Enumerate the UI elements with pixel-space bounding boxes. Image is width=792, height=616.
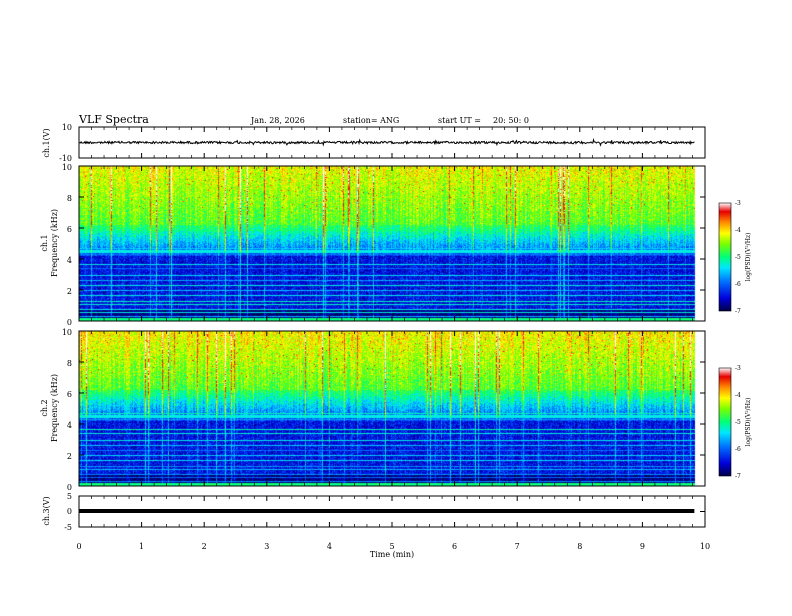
ch2-cb-tick-4: -4 — [735, 392, 741, 399]
ch2-spec-ytick-4: 4 — [67, 421, 72, 430]
figure-title: VLF Spectra — [78, 113, 149, 126]
ch1-waveform-xticks — [78, 126, 706, 159]
ch2-cb-tick-6: -6 — [735, 446, 741, 453]
ch2-colorbar-label: log(PSD)(V²/Hz) — [745, 398, 752, 447]
ch2-spectrogram-image — [79, 331, 705, 486]
ch1-cb-tick-3: -3 — [735, 200, 741, 207]
time-tick-label: 8 — [577, 542, 582, 551]
ch3-waveform-trace — [79, 509, 695, 513]
ch2-spec-ytick-6: 6 — [67, 390, 72, 399]
time-tick-label: 2 — [202, 542, 207, 551]
ch2-colorbar-scale — [718, 367, 732, 477]
time-tick-label: 9 — [640, 542, 645, 551]
time-tick-label: 7 — [515, 542, 520, 551]
ch2-spec-ylabel-channel: ch.2 — [40, 399, 49, 416]
ch1-spec-ytick-6: 6 — [67, 225, 72, 234]
ch3-waveform-panel: 5 0 -5 ch.3(V) — [42, 492, 706, 532]
ch2-spec-ylabel-freq: Frequency (kHz) — [50, 374, 59, 442]
time-tick-label: 5 — [389, 542, 394, 551]
time-axis-label: Time (min) — [370, 550, 414, 559]
ch2-spectrogram-ticks — [78, 330, 706, 487]
ch3-ytick-5: 5 — [67, 492, 72, 501]
start-label: start UT = — [438, 116, 481, 125]
ch1-cb-tick-4: -4 — [735, 227, 741, 234]
ch1-cb-tick-6: -6 — [735, 281, 741, 288]
ch2-spectrogram-panel: 10 8 6 4 2 0 ch.2 Frequency (kHz) — [40, 328, 706, 492]
ch1-spec-ylabel-freq: Frequency (kHz) — [50, 209, 59, 277]
ch1-waveform-panel: 10 -10 ch.1(V) — [42, 123, 706, 163]
time-tick-label: 6 — [452, 542, 457, 551]
ch1-waveform-trace — [79, 137, 695, 147]
ch1-colorbar: -3 -4 -5 -6 -7 log(PSD)(V²/Hz) — [718, 200, 752, 315]
time-tick-label: 10 — [700, 542, 710, 551]
ch1-cb-tick-5: -5 — [735, 254, 741, 261]
start-time: 20: 50: 0 — [493, 116, 529, 125]
ch3-waveform-ticks — [78, 495, 706, 528]
ch1-waveform-ylabel: ch.1(V) — [42, 128, 51, 157]
ch1-colorbar-label: log(PSD)(V²/Hz) — [745, 233, 752, 282]
time-tick-label: 0 — [76, 542, 81, 551]
ch3-waveform-ylabel: ch.3(V) — [42, 496, 51, 525]
ch1-cb-tick-7: -7 — [735, 308, 741, 315]
ch2-spec-ytick-10: 10 — [62, 328, 72, 337]
ch1-spec-ytick-10: 10 — [62, 163, 72, 172]
ch2-cb-tick-3: -3 — [735, 365, 741, 372]
ch2-cb-tick-5: -5 — [735, 419, 741, 426]
ch1-spec-ylabel-channel: ch.1 — [40, 234, 49, 251]
ch2-colorbar: -3 -4 -5 -6 -7 log(PSD)(V²/Hz) — [718, 365, 752, 480]
ch1-spec-ytick-2: 2 — [67, 287, 72, 296]
ch1-spectrogram-ticks — [78, 165, 706, 322]
ch2-cb-tick-7: -7 — [735, 473, 741, 480]
ch1-ytick-bottom: -10 — [59, 154, 72, 163]
ch1-spec-ytick-0: 0 — [67, 318, 72, 327]
time-tick-label: 3 — [264, 542, 269, 551]
time-tick-label: 1 — [139, 542, 144, 551]
ch1-spectrogram-image — [79, 166, 705, 321]
ch2-spec-ytick-0: 0 — [67, 483, 72, 492]
ch2-spec-ytick-2: 2 — [67, 452, 72, 461]
station-label: station= ANG — [343, 116, 399, 125]
ch3-ytick-0: 0 — [67, 507, 72, 516]
ch1-spec-ytick-8: 8 — [67, 194, 72, 203]
ch1-spec-ytick-4: 4 — [67, 256, 72, 265]
time-tick-label: 4 — [327, 542, 332, 551]
date-label: Jan. 28, 2026 — [250, 116, 305, 125]
ch1-spectrogram-panel: 10 8 6 4 2 0 ch.1 Frequency (kHz) — [40, 163, 706, 327]
ch2-spec-ytick-8: 8 — [67, 359, 72, 368]
time-axis-ticklabels: 0 1 2 3 4 5 6 7 8 9 10 — [76, 542, 710, 551]
ch1-ytick-top: 10 — [62, 123, 72, 132]
ch3-ytick-minus5: -5 — [64, 523, 72, 532]
ch1-colorbar-scale — [718, 202, 732, 312]
